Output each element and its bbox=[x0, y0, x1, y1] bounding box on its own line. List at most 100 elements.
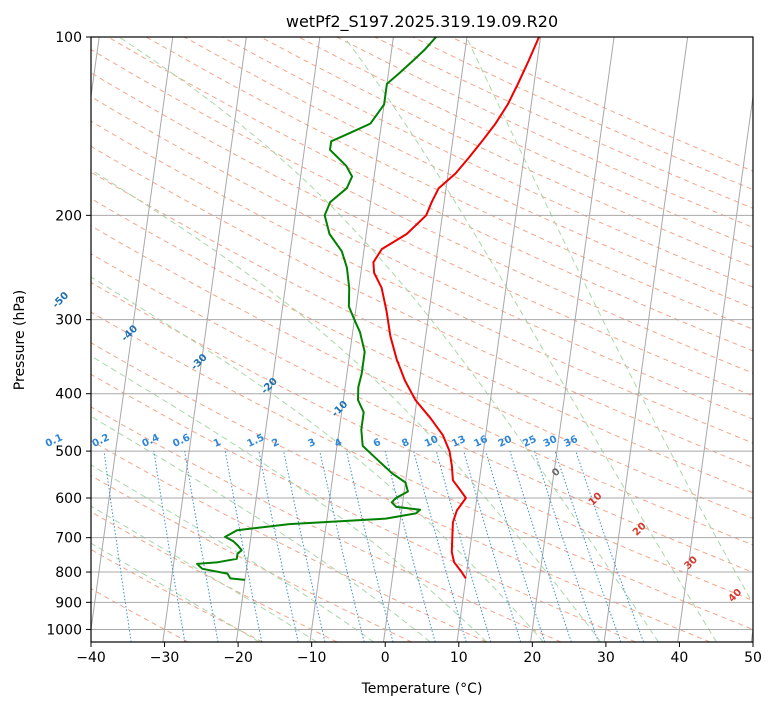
mixing-ratio-label: 4 bbox=[333, 437, 344, 450]
mixing-ratio-line bbox=[384, 450, 436, 642]
moist-adiabat-label: 20 bbox=[631, 521, 649, 539]
dry-adiabat-label: -40 bbox=[120, 323, 141, 344]
mixing-ratio-line bbox=[554, 450, 622, 642]
mixing-ratio-label: 0.2 bbox=[91, 432, 112, 449]
dry-adiabat bbox=[91, 548, 263, 642]
mixing-ratio-label: 0.6 bbox=[171, 432, 192, 449]
dry-adiabat bbox=[91, 406, 562, 642]
mixing-ratio-label: 8 bbox=[400, 437, 411, 450]
x-tick-label: −10 bbox=[297, 650, 327, 666]
dry-adiabat bbox=[412, 37, 753, 191]
mixing-ratio-label: 13 bbox=[450, 434, 467, 450]
isotherm bbox=[677, 92, 753, 642]
mixing-ratio-line bbox=[283, 451, 326, 642]
moist-adiabat-label: 0 bbox=[550, 466, 563, 479]
x-axis-label: Temperature (°C) bbox=[361, 681, 483, 697]
y-tick-label: 200 bbox=[55, 208, 82, 224]
temperature-line bbox=[372, 37, 540, 579]
mixing-ratio-label: 1 bbox=[212, 437, 223, 450]
mixing-ratio-line bbox=[435, 450, 492, 642]
x-tick-label: −20 bbox=[223, 650, 253, 666]
mixing-ratio-line bbox=[534, 450, 599, 642]
isotherm bbox=[235, 37, 321, 642]
dry-adiabat-label: -10 bbox=[330, 399, 351, 420]
y-tick-label: 400 bbox=[55, 387, 82, 403]
x-tick-label: 30 bbox=[597, 650, 615, 666]
mixing-ratio-line bbox=[575, 450, 645, 642]
chart-title: wetPf2_S197.2025.319.19.09.R20 bbox=[286, 12, 558, 32]
dry-adiabat-label: -50 bbox=[51, 290, 72, 311]
y-tick-label: 900 bbox=[55, 595, 82, 611]
isotherm bbox=[382, 37, 468, 642]
axes: −40 −30 −20 −10 0 10 20 30 40 5010009008007006005… bbox=[46, 30, 762, 666]
mixing-ratio-label: 2 bbox=[270, 437, 281, 450]
dry-adiabat bbox=[145, 37, 753, 330]
mixing-ratio-label: 20 bbox=[497, 434, 514, 450]
mixing-ratio-line bbox=[485, 450, 546, 642]
y-tick-label: 700 bbox=[55, 531, 82, 547]
moist-adiabat bbox=[91, 505, 317, 642]
mixing-ratio-label: 0.4 bbox=[141, 432, 162, 449]
dry-adiabat bbox=[91, 373, 636, 642]
x-tick-label: −30 bbox=[150, 650, 180, 666]
dry-adiabat bbox=[91, 311, 753, 630]
isotherm bbox=[530, 37, 615, 642]
dry-adiabat bbox=[374, 37, 753, 209]
mixing-ratio-line bbox=[153, 451, 186, 642]
x-tick-label: 50 bbox=[744, 650, 762, 666]
moist-adiabat bbox=[91, 542, 260, 642]
isotherm bbox=[162, 37, 247, 642]
moist-adiabat bbox=[91, 464, 374, 642]
y-tick-label: 100 bbox=[55, 30, 82, 46]
dry-adiabat bbox=[91, 120, 753, 444]
moist-adiabat bbox=[91, 276, 544, 642]
plot-frame bbox=[90, 36, 754, 643]
dry-adiabat bbox=[91, 96, 753, 420]
mixing-ratio-label: 16 bbox=[472, 434, 489, 450]
dry-adiabat bbox=[260, 37, 753, 268]
dry-adiabat bbox=[91, 197, 753, 520]
dry-adiabat bbox=[91, 225, 753, 546]
mixing-ratio-line bbox=[463, 450, 522, 642]
y-tick-label: 600 bbox=[55, 491, 82, 507]
mixing-ratio-line bbox=[224, 451, 263, 642]
mixing-ratio-label: 3 bbox=[306, 437, 317, 450]
x-tick-label: 40 bbox=[671, 650, 689, 666]
isotherm bbox=[91, 37, 174, 634]
mixing-ratio-label: 30 bbox=[542, 434, 559, 450]
dry-adiabat bbox=[91, 511, 338, 642]
moist-adiabat-label: 10 bbox=[587, 491, 605, 509]
isotherm bbox=[309, 37, 394, 642]
y-tick-label: 500 bbox=[55, 444, 82, 460]
mixing-ratio-label: 36 bbox=[562, 434, 579, 450]
moist-adiabat bbox=[118, 37, 659, 642]
dry-adiabat bbox=[336, 37, 753, 229]
dry-adiabat bbox=[184, 37, 753, 309]
mixing-ratio-line bbox=[345, 450, 394, 642]
y-tick-label: 1000 bbox=[46, 622, 82, 638]
x-tick-label: −40 bbox=[76, 650, 106, 666]
mixing-ratio-line bbox=[103, 451, 132, 642]
dry-adiabat bbox=[91, 253, 753, 573]
isotherm bbox=[91, 37, 100, 100]
dry-adiabat bbox=[91, 145, 753, 469]
y-tick-label: 800 bbox=[55, 565, 82, 581]
x-tick-label: 0 bbox=[381, 650, 390, 666]
dry-adiabat bbox=[91, 475, 412, 642]
dry-adiabat-label: -60 bbox=[0, 248, 3, 269]
mixing-ratio-label: 10 bbox=[423, 434, 440, 450]
mixing-ratio-line bbox=[413, 450, 467, 642]
moist-adiabat-label: 30 bbox=[682, 554, 700, 572]
x-tick-label: 10 bbox=[450, 650, 468, 666]
mixing-ratio-line bbox=[258, 451, 299, 642]
moist-adiabat bbox=[91, 415, 431, 642]
dry-adiabat bbox=[91, 48, 753, 374]
y-tick-label: 300 bbox=[55, 313, 82, 329]
series-layer bbox=[196, 37, 540, 581]
dry-adiabat bbox=[91, 342, 711, 642]
mixing-ratio-label: 25 bbox=[521, 434, 538, 450]
dry-adiabat bbox=[91, 281, 753, 602]
moist-adiabat bbox=[91, 355, 488, 642]
dewpoint-line bbox=[196, 37, 437, 581]
